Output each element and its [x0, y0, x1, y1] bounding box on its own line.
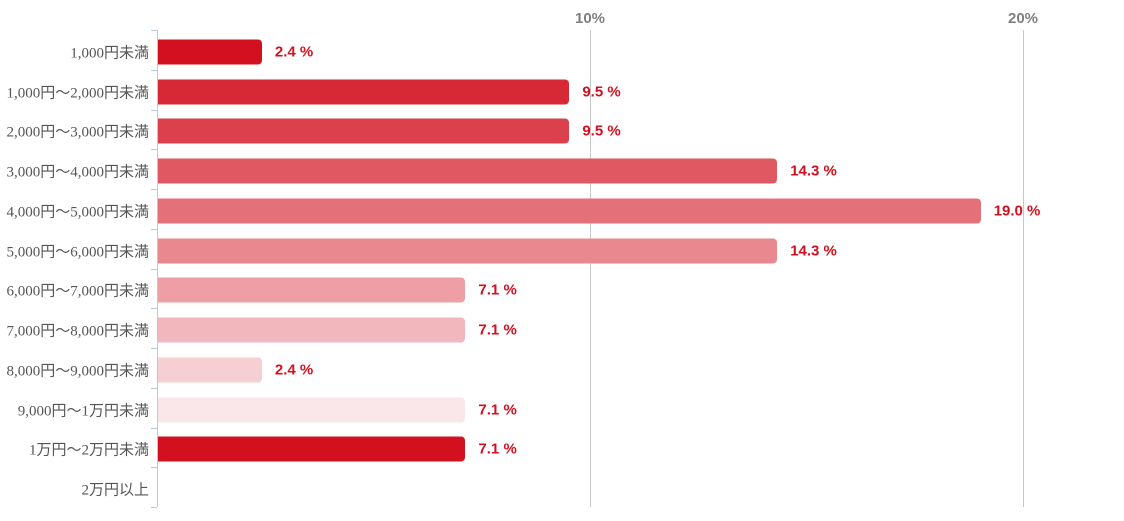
value-label: 2.4 % [274, 361, 314, 379]
value-label: 7.1 % [478, 401, 517, 419]
category-label: 1,000円未満 [70, 45, 149, 62]
category-label: 3,000円〜4,000円未満 [6, 164, 149, 181]
y-axis-tick [151, 109, 157, 111]
category-label: 1万円〜2万円未満 [28, 442, 149, 459]
bar [158, 238, 778, 264]
value-label: 7.1 % [478, 440, 517, 458]
x-axis-tick-label: 20% [1007, 10, 1039, 27]
category-label: 8,000円〜9,000円未満 [6, 363, 149, 380]
value-label: 7.1 % [478, 321, 517, 339]
y-axis-tick [151, 467, 157, 469]
value-label: 14.3 % [790, 242, 837, 260]
category-label: 2万円以上 [81, 482, 149, 499]
gridline [590, 30, 591, 507]
bar [158, 198, 981, 224]
bar [158, 317, 466, 343]
y-axis-tick [151, 69, 157, 71]
bar [158, 79, 570, 105]
y-axis-tick [151, 228, 157, 230]
value-label: 7.1 % [478, 281, 517, 299]
category-label: 1,000円〜2,000円未満 [6, 85, 149, 102]
y-axis-tick [151, 268, 157, 270]
y-axis-tick [151, 189, 157, 190]
value-label: 19.0 % [993, 202, 1041, 220]
bar [158, 39, 262, 65]
category-label: 7,000円〜8,000円未満 [6, 323, 149, 340]
category-label: 2,000円〜3,000円未満 [6, 124, 149, 141]
y-axis-tick [151, 308, 157, 310]
bar [158, 158, 778, 184]
y-axis-tick [151, 507, 157, 508]
bar [158, 277, 466, 303]
y-axis-tick [151, 30, 157, 31]
value-label: 14.3 % [790, 162, 837, 180]
y-axis-tick [151, 387, 157, 389]
value-label: 9.5 % [582, 83, 621, 101]
category-label: 6,000円〜7,000円未満 [6, 283, 149, 300]
y-axis-tick [151, 348, 157, 349]
bar [158, 118, 570, 144]
gridline [1023, 30, 1024, 507]
x-axis-tick-label: 10% [574, 10, 606, 27]
y-axis-tick [151, 427, 157, 429]
value-label: 2.4 % [274, 43, 314, 61]
y-axis-tick [151, 149, 157, 151]
bar [158, 436, 466, 462]
value-label: 9.5 % [582, 122, 621, 140]
bar [158, 357, 262, 383]
y-axis-line [157, 30, 158, 507]
category-label: 5,000円〜6,000円未満 [6, 244, 149, 261]
category-label: 4,000円〜5,000円未満 [6, 204, 149, 221]
category-label: 9,000円〜1万円未満 [17, 403, 149, 420]
bar [158, 397, 466, 423]
